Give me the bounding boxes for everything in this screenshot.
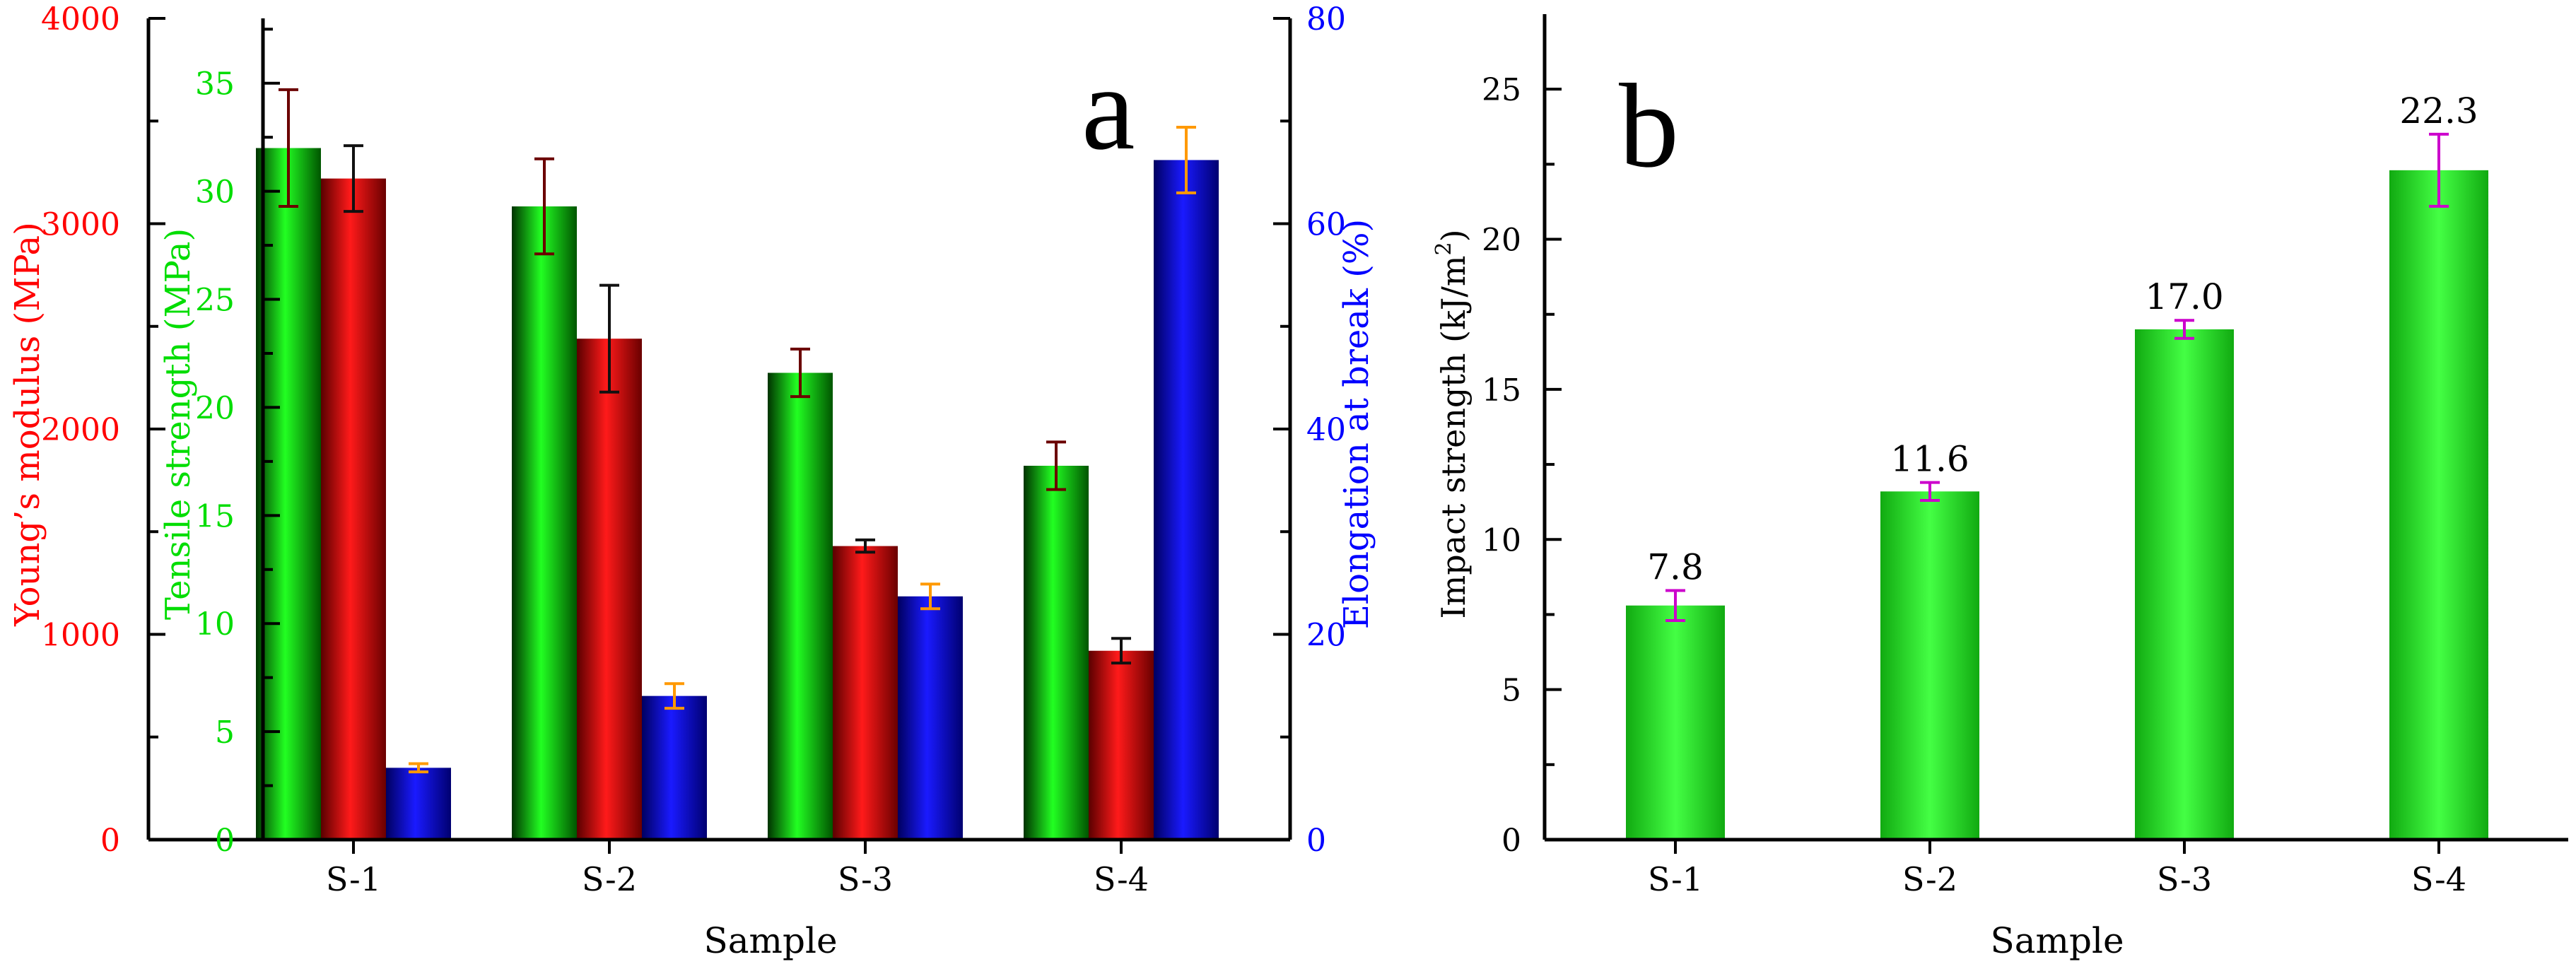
panel-a-young-axis-title: Young’s modulus (MPa): [8, 222, 47, 627]
panel-b-ticks: 0 5 10 15 20 25 S-1 S-2 S-3 S-4: [1482, 72, 2466, 898]
bar-tensile-s-4: [1024, 465, 1089, 840]
bar-tensile-s-2: [512, 206, 577, 840]
tensile-tick-label: 30: [195, 175, 235, 211]
tensile-tick-label: 25: [195, 283, 235, 319]
panel-a-bars: [256, 88, 1219, 840]
impact-value-label: 11.6: [1890, 439, 1969, 480]
chart-panel-b: 7.8 11.6 17.0 22.3 0 5 10 15 20 25 S-1 S-2 S-3 S-4 b…: [1432, 14, 2568, 961]
errbar-modulus-s-1: [344, 144, 363, 213]
panel-b-axes: [1542, 14, 2568, 842]
errbar-modulus-s-2: [599, 283, 619, 394]
impact-tick-label: 15: [1482, 372, 1521, 409]
panel-b-category-label: S-4: [2411, 860, 2466, 898]
errbar-tensile-s-4: [1046, 440, 1066, 491]
bar-modulus-s-1: [321, 178, 386, 840]
errbar-modulus-s-3: [855, 538, 875, 554]
panel-a-category-label: S-2: [582, 860, 637, 898]
errbar-impact-s-2: [1920, 481, 1940, 503]
impact-value-label: 17.0: [2145, 276, 2223, 317]
errbar-tensile-s-3: [790, 347, 810, 399]
elongation-tick-label: 20: [1306, 618, 1346, 654]
bar-modulus-s-4: [1089, 650, 1154, 840]
elongation-tick-label: 0: [1306, 823, 1326, 859]
impact-value-label: 7.8: [1647, 546, 1704, 587]
tensile-tick-label: 15: [195, 498, 235, 534]
errbar-impact-s-4: [2429, 132, 2449, 208]
panel-a-label: a: [1082, 42, 1135, 175]
impact-tick-label: 0: [1501, 823, 1521, 859]
panel-b-y-title-sup: 2: [1432, 242, 1456, 255]
errbar-elongation-s-3: [920, 582, 940, 611]
young-tick-label: 1000: [41, 618, 120, 654]
bar-tensile-s-1: [256, 148, 321, 840]
young-tick-label: 3000: [41, 207, 120, 243]
young-tick-label: 0: [100, 823, 120, 859]
impact-tick-label: 10: [1482, 522, 1521, 558]
errbar-impact-s-3: [2174, 319, 2194, 340]
elongation-tick-label: 80: [1306, 1, 1346, 37]
panel-a-tensile-axis-title: Tensile strength (MPa): [158, 228, 198, 620]
errbar-tensile-s-1: [279, 88, 298, 209]
bar-modulus-s-2: [577, 339, 642, 840]
tensile-tick-label: 10: [195, 606, 235, 642]
panel-b-category-label: S-2: [1902, 860, 1957, 898]
panel-b-x-axis-title: Sample: [1990, 920, 2124, 961]
bar-elongation-s-4: [1154, 160, 1219, 840]
errbar-elongation-s-1: [409, 762, 428, 774]
panel-a-elongation-axis-title: Elongation at break (%): [1337, 219, 1376, 630]
bar-impact-s-2: [1880, 491, 1979, 840]
bar-elongation-s-3: [898, 596, 963, 840]
panel-b-y-title-end: ): [1434, 229, 1473, 242]
errbar-elongation-s-4: [1176, 125, 1196, 194]
errbar-impact-s-1: [1665, 589, 1685, 622]
errbar-elongation-s-2: [665, 682, 684, 710]
young-tick-label: 4000: [41, 1, 120, 37]
errbar-modulus-s-4: [1111, 637, 1131, 665]
bar-impact-s-3: [2135, 329, 2234, 840]
panel-b-category-label: S-3: [2157, 860, 2212, 898]
bar-elongation-s-2: [642, 695, 707, 840]
elongation-tick-label: 60: [1306, 207, 1346, 243]
bar-impact-s-1: [1626, 605, 1725, 840]
bar-elongation-s-1: [386, 768, 451, 840]
panel-a-ticks: 0 1000 2000 3000 4000 0 5 10 15 20 25 30 35 0 20 40 60 80…: [41, 1, 1346, 898]
panel-b-label: b: [1619, 59, 1679, 192]
panel-a-category-label: S-1: [326, 860, 381, 898]
tensile-tick-label: 5: [215, 715, 235, 751]
impact-value-label: 22.3: [2399, 90, 2478, 131]
young-tick-label: 2000: [41, 412, 120, 448]
panel-a-category-label: S-4: [1094, 860, 1149, 898]
panel-b-y-title-main: Impact strength (kJ/m: [1434, 256, 1473, 619]
panel-a-category-label: S-3: [838, 860, 893, 898]
panel-a-x-axis-title: Sample: [703, 920, 837, 961]
impact-tick-label: 20: [1482, 223, 1521, 259]
bar-tensile-s-3: [768, 372, 833, 840]
tensile-tick-label: 0: [215, 823, 235, 859]
tensile-tick-label: 20: [195, 390, 235, 426]
panel-b-category-label: S-1: [1648, 860, 1703, 898]
bar-modulus-s-3: [833, 546, 898, 840]
panel-b-bars: 7.8 11.6 17.0 22.3: [1626, 90, 2488, 840]
impact-tick-label: 5: [1501, 673, 1521, 709]
errbar-tensile-s-2: [534, 157, 554, 256]
impact-tick-label: 25: [1482, 72, 1521, 108]
tensile-tick-label: 35: [195, 66, 235, 102]
chart-panel-a: 0 1000 2000 3000 4000 0 5 10 15 20 25 30 35 0 20 40 60 80…: [8, 1, 1376, 961]
panel-b-y-axis-title: Impact strength (kJ/m2): [1432, 229, 1473, 618]
elongation-tick-label: 40: [1306, 412, 1346, 448]
bar-impact-s-4: [2389, 170, 2488, 840]
